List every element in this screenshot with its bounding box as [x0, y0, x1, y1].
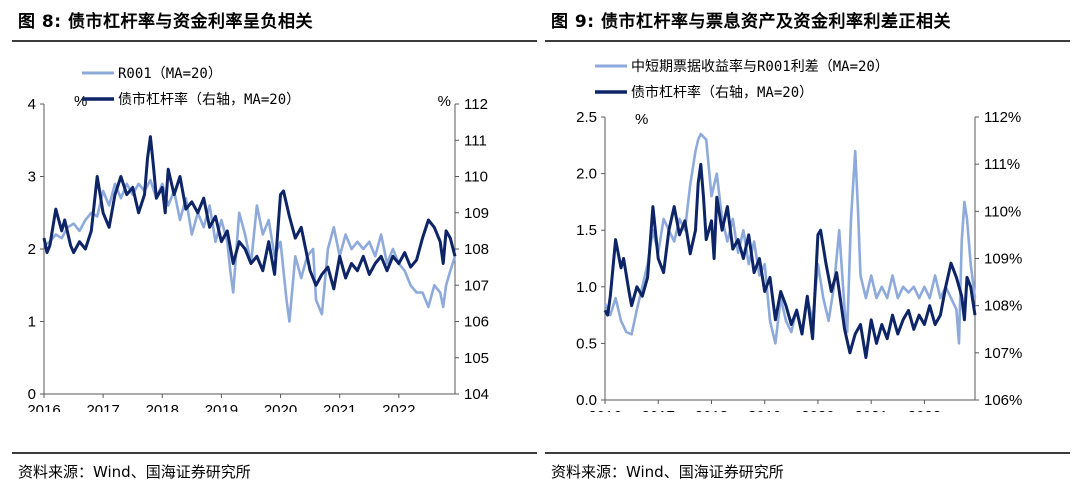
source-note: 资料来源：Wind、国海证券研究所: [18, 463, 251, 481]
right-axis-tick-label: 108: [464, 241, 489, 258]
x-axis-tick-label: 2017: [86, 402, 119, 412]
left-axis-tick-label: 3: [28, 169, 36, 186]
left-axis-tick-label: 2.5: [576, 109, 597, 126]
left-axis-tick-label: 4: [28, 96, 36, 113]
dark-series-line: [42, 135, 457, 291]
left-axis-tick-label: 2.0: [576, 166, 597, 183]
right-axis-unit: %: [438, 93, 451, 110]
source-note: 资料来源：Wind、国海证券研究所: [551, 463, 784, 481]
right-axis-tick-label: 107%: [984, 345, 1022, 362]
left-axis-unit: %: [635, 111, 648, 128]
title-divider: [545, 40, 1070, 42]
light-series-line: [603, 132, 977, 345]
x-axis-tick-label: 2019: [205, 402, 238, 412]
legend-label: 债市杠杆率（右轴，MA=20）: [118, 91, 300, 108]
right-axis-tick-label: 109%: [984, 251, 1022, 268]
left-axis-tick-label: 1.5: [576, 222, 597, 239]
x-axis-tick-label: 2016: [588, 408, 621, 412]
right-axis-tick-label: 110%: [984, 203, 1021, 220]
title-divider: [12, 40, 537, 42]
left-axis-unit: %: [74, 93, 87, 110]
right-axis-tick-label: 111: [464, 132, 487, 149]
x-axis-tick-label: 2018: [146, 402, 179, 412]
legend-label: R001（MA=20）: [118, 66, 222, 82]
light-series-line: [43, 178, 457, 323]
right-axis-tick-label: 112%: [984, 109, 1021, 126]
figure-title: 图 8: 债市杠杆率与资金利率呈负相关: [18, 12, 313, 32]
right-axis-tick-label: 104: [464, 386, 489, 403]
figure-8-panel: 图 8: 债市杠杆率与资金利率呈负相关 0 1 2 3 4 104 105 106 107 108…: [12, 0, 537, 492]
left-axis-tick-label: 0.5: [576, 335, 597, 352]
x-axis-tick-label: 2019: [748, 408, 781, 412]
right-axis-tick-label: 109: [464, 205, 489, 222]
x-axis-tick-label: 2016: [27, 402, 60, 412]
x-axis-tick-label: 2022: [382, 402, 415, 412]
source-divider: [12, 452, 537, 454]
right-axis-tick-label: 112: [464, 96, 488, 113]
right-axis-tick-label: 108%: [984, 298, 1022, 315]
x-axis-tick-label: 2017: [642, 408, 675, 412]
right-axis-tick-label: 111%: [984, 156, 1020, 173]
x-axis-tick-label: 2018: [695, 408, 728, 412]
figure-9-panel: 图 9: 债市杠杆率与票息资产及资金利率利差正相关 0.0 0.5 1.0 1.5 2.…: [545, 0, 1070, 492]
x-axis-tick-label: 2020: [801, 408, 834, 412]
left-axis-tick-label: 0: [28, 386, 36, 403]
right-axis-tick-label: 110: [464, 169, 488, 186]
right-axis-tick-label: 107: [464, 277, 489, 294]
figure-title: 图 9: 债市杠杆率与票息资产及资金利率利差正相关: [551, 12, 951, 32]
x-axis-tick-label: 2021: [854, 408, 887, 412]
left-axis-tick-label: 0.0: [576, 392, 597, 409]
x-axis-tick-label: 2022: [908, 408, 941, 412]
dark-series-line: [603, 162, 977, 359]
x-axis-tick-label: 2021: [323, 402, 356, 412]
left-axis-tick-label: 2: [28, 241, 36, 258]
leverage-vs-spread-chart: 0.0 0.5 1.0 1.5 2.0 2.5 106% 107% 108% 109% 110% 11…: [576, 58, 1022, 412]
legend-label: 债市杠杆率（右轴，MA=20）: [631, 84, 813, 101]
x-axis-tick-label: 2020: [264, 402, 297, 412]
right-axis-tick-label: 105: [464, 350, 489, 367]
leverage-vs-r001-chart: 0 1 2 3 4 104 105 106 107 108 109 110 111 112 2016 2017…: [27, 66, 489, 412]
right-axis-tick-label: 106%: [984, 392, 1022, 409]
left-axis-tick-label: 1: [28, 314, 36, 331]
right-axis-tick-label: 106: [464, 314, 489, 331]
left-axis-tick-label: 1.0: [576, 279, 597, 296]
legend-label: 中短期票据收益率与R001利差（MA=20）: [631, 58, 889, 75]
source-divider: [545, 452, 1070, 454]
